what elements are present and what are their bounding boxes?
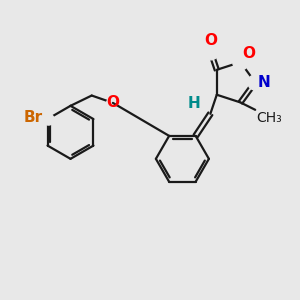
Text: N: N [258, 75, 271, 90]
Text: CH₃: CH₃ [257, 111, 282, 125]
Text: O: O [106, 95, 119, 110]
Text: O: O [204, 33, 217, 48]
Text: Br: Br [24, 110, 43, 125]
Text: H: H [188, 96, 200, 111]
Text: O: O [242, 46, 255, 61]
